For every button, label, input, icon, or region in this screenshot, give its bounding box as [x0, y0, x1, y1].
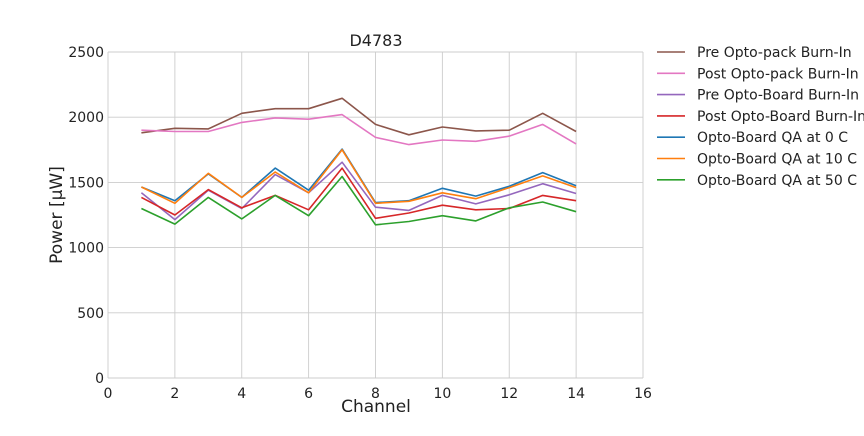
legend-label: Opto-Board QA at 10 C [697, 152, 857, 168]
legend-label: Opto-Board QA at 0 C [697, 130, 848, 146]
series-line-1 [141, 97, 577, 136]
x-tick-label: 6 [304, 386, 313, 402]
x-tick-label: 16 [634, 386, 652, 402]
grid [107, 51, 644, 379]
axes: 0 2 4 6 8 10 12 14 16 0 500 1000 1500 2000 2500 [68, 45, 652, 402]
legend-label: Pre Opto-Board Burn-In [697, 88, 859, 104]
x-tick-label: 12 [500, 386, 518, 402]
legend-label: Opto-Board QA at 50 C [697, 173, 857, 189]
x-tick-label: 0 [104, 386, 113, 402]
y-tick-label: 0 [95, 371, 104, 387]
y-tick-label: 1500 [68, 175, 104, 191]
y-tick-label: 2000 [68, 110, 104, 126]
chart-title: D4783 [349, 31, 402, 50]
series-line-6 [141, 149, 577, 205]
y-tick-label: 2500 [68, 45, 104, 61]
x-tick-label: 14 [567, 386, 585, 402]
series-line-7 [141, 175, 577, 226]
x-tick-label: 2 [170, 386, 179, 402]
x-axis-label: Channel [341, 397, 411, 417]
series-lines [140, 97, 577, 226]
x-tick-label: 10 [433, 386, 451, 402]
series-line-4 [141, 167, 577, 220]
legend-label: Post Opto-Board Burn-In [697, 109, 864, 125]
legend-label: Post Opto-pack Burn-In [697, 66, 859, 82]
series-line-2 [141, 113, 577, 146]
x-tick-label: 4 [237, 386, 246, 402]
y-tick-label: 1000 [68, 241, 104, 257]
y-axis-label: Power [μW] [47, 166, 67, 264]
legend: Pre Opto-pack Burn-In Post Opto-pack Burn… [657, 45, 864, 189]
x-tick-label: 8 [371, 386, 380, 402]
legend-label: Pre Opto-pack Burn-In [697, 45, 852, 61]
y-tick-label: 500 [77, 306, 104, 322]
